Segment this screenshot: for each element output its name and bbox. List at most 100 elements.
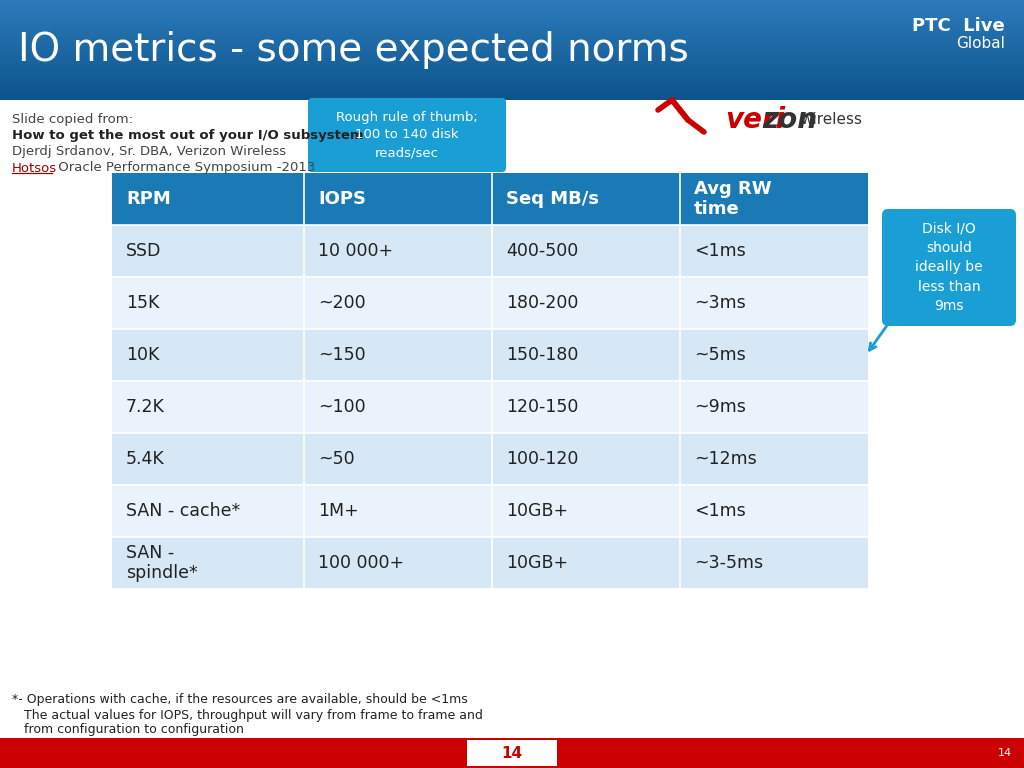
Bar xyxy=(112,277,868,329)
Text: Disk I/O
should
ideally be
less than
9ms: Disk I/O should ideally be less than 9ms xyxy=(915,221,983,313)
Bar xyxy=(0,22,1024,23)
Text: PTC  Live: PTC Live xyxy=(912,17,1005,35)
Bar xyxy=(0,74,1024,76)
Text: from configuration to configuration: from configuration to configuration xyxy=(12,723,244,737)
Bar xyxy=(0,73,1024,74)
Bar xyxy=(0,48,1024,49)
Bar xyxy=(0,49,1024,51)
Bar xyxy=(0,62,1024,63)
Bar xyxy=(0,81,1024,82)
Bar xyxy=(0,37,1024,38)
Text: 100-120: 100-120 xyxy=(506,450,579,468)
Bar xyxy=(0,15,1024,17)
Bar xyxy=(0,58,1024,60)
Text: ~50: ~50 xyxy=(318,450,354,468)
Bar xyxy=(0,5,1024,6)
Bar xyxy=(0,36,1024,38)
Bar xyxy=(0,67,1024,68)
Bar xyxy=(0,23,1024,24)
Bar xyxy=(0,68,1024,70)
Bar xyxy=(0,29,1024,31)
Bar xyxy=(0,32,1024,33)
Bar xyxy=(0,98,1024,99)
Text: Hotsos: Hotsos xyxy=(12,161,57,174)
Bar xyxy=(0,26,1024,28)
Bar xyxy=(0,57,1024,58)
Bar xyxy=(0,45,1024,47)
Text: Slide copied from:: Slide copied from: xyxy=(12,114,133,127)
Bar xyxy=(112,225,868,277)
Bar xyxy=(0,54,1024,55)
Bar xyxy=(0,84,1024,85)
Bar xyxy=(0,55,1024,57)
Bar xyxy=(0,18,1024,20)
Bar xyxy=(0,58,1024,59)
Bar xyxy=(0,69,1024,71)
Bar xyxy=(0,33,1024,34)
Bar xyxy=(0,15,1024,16)
Bar xyxy=(0,98,1024,100)
Text: 150-180: 150-180 xyxy=(506,346,579,364)
Text: ~5ms: ~5ms xyxy=(694,346,745,364)
Text: SAN -
spindle*: SAN - spindle* xyxy=(126,544,198,582)
Text: ~9ms: ~9ms xyxy=(694,398,745,416)
Text: 180-200: 180-200 xyxy=(506,294,579,312)
Text: veri: veri xyxy=(725,106,785,134)
Text: 10K: 10K xyxy=(126,346,160,364)
Bar xyxy=(0,34,1024,35)
Bar xyxy=(0,78,1024,79)
Text: 10GB+: 10GB+ xyxy=(506,554,568,572)
Bar xyxy=(112,433,868,485)
Bar xyxy=(0,83,1024,84)
Bar xyxy=(0,46,1024,48)
Bar xyxy=(0,38,1024,39)
Text: Oracle Performance Symposium -2013: Oracle Performance Symposium -2013 xyxy=(54,161,315,174)
Text: Djerdj Srdanov, Sr. DBA, Verizon Wireless: Djerdj Srdanov, Sr. DBA, Verizon Wireles… xyxy=(12,145,286,158)
Bar xyxy=(0,56,1024,58)
Bar xyxy=(0,78,1024,80)
Text: 120-150: 120-150 xyxy=(506,398,579,416)
Bar xyxy=(0,95,1024,97)
Text: IOPS: IOPS xyxy=(318,190,366,208)
Bar xyxy=(0,25,1024,26)
Text: <1ms: <1ms xyxy=(694,502,745,520)
Bar xyxy=(0,0,1024,1)
Bar xyxy=(0,28,1024,30)
Text: 400-500: 400-500 xyxy=(506,242,579,260)
Bar xyxy=(0,8,1024,10)
FancyBboxPatch shape xyxy=(882,209,1016,326)
Bar xyxy=(0,61,1024,62)
Text: 10GB+: 10GB+ xyxy=(506,502,568,520)
Bar xyxy=(0,25,1024,27)
Bar xyxy=(0,41,1024,42)
Text: ~150: ~150 xyxy=(318,346,366,364)
Bar xyxy=(0,38,1024,40)
Bar xyxy=(0,88,1024,89)
Bar xyxy=(0,14,1024,15)
Bar xyxy=(0,87,1024,88)
Bar xyxy=(0,24,1024,25)
Bar xyxy=(0,47,1024,48)
Bar xyxy=(0,63,1024,65)
Bar xyxy=(112,173,868,225)
Bar xyxy=(0,94,1024,96)
Bar xyxy=(0,8,1024,9)
Bar xyxy=(0,13,1024,14)
Text: ~3-5ms: ~3-5ms xyxy=(694,554,763,572)
Bar xyxy=(0,86,1024,88)
Bar xyxy=(0,65,1024,67)
Bar xyxy=(0,92,1024,94)
Text: ~12ms: ~12ms xyxy=(694,450,757,468)
Text: 100 000+: 100 000+ xyxy=(318,554,404,572)
Text: 14: 14 xyxy=(502,746,522,760)
Bar xyxy=(0,90,1024,91)
Bar xyxy=(112,329,868,381)
Bar xyxy=(0,65,1024,66)
Text: <1ms: <1ms xyxy=(694,242,745,260)
Text: ~200: ~200 xyxy=(318,294,366,312)
Bar xyxy=(0,4,1024,5)
Bar xyxy=(0,2,1024,3)
Bar xyxy=(0,12,1024,13)
Bar xyxy=(0,39,1024,41)
Bar xyxy=(0,75,1024,77)
